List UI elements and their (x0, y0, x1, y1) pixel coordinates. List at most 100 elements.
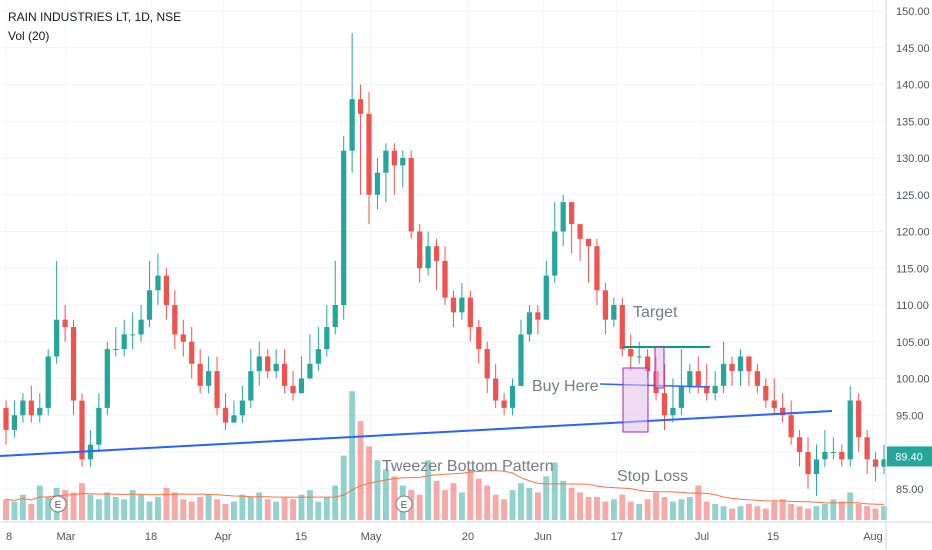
volume-bar (171, 492, 178, 520)
volume-bar (475, 478, 482, 520)
candle (214, 356, 220, 416)
candle-body (459, 297, 465, 313)
candle (552, 202, 558, 283)
candle (172, 290, 178, 350)
candle-body (695, 371, 701, 386)
candle-body (62, 319, 68, 328)
volume-bar (146, 501, 153, 520)
volume-bar (180, 499, 187, 520)
candle-body (704, 385, 710, 394)
volume-ma-line (5, 470, 885, 505)
candle-body (332, 305, 338, 328)
volume-bar (281, 497, 288, 520)
candle-body (37, 407, 43, 416)
candle-body (780, 407, 786, 416)
volume-bar (222, 503, 229, 520)
time-tick-label: 18 (145, 531, 157, 543)
candle (754, 363, 760, 394)
stop-loss-label: Stop Loss (617, 468, 688, 485)
candle-body (146, 290, 153, 320)
candle-body (138, 319, 144, 335)
candle (830, 437, 836, 460)
price-tick-label: 110.00 (896, 300, 929, 312)
time-tick-label: 15 (767, 531, 779, 543)
last-price-label: 89.40 (895, 451, 923, 463)
volume-bar (686, 497, 693, 520)
candle (96, 393, 102, 452)
candle (104, 341, 110, 416)
candle-body (357, 99, 364, 114)
candle-body (839, 452, 845, 460)
candle-body (163, 275, 170, 305)
volume-bar (771, 501, 778, 520)
volume-bar (585, 497, 592, 520)
earnings-marker-circle (49, 495, 67, 513)
volume-bar (594, 497, 600, 520)
candle (585, 238, 592, 283)
candle-body (484, 349, 490, 379)
candle (628, 334, 634, 372)
candle (442, 246, 448, 305)
volume-bar (323, 497, 330, 520)
candle-body (374, 172, 381, 195)
candle (780, 393, 786, 423)
volume-bar (442, 490, 448, 520)
candle-body (467, 297, 473, 328)
volume-bar (315, 501, 322, 520)
candle-body (687, 371, 693, 386)
volume-bar (70, 492, 77, 520)
time-tick-label: 8 (6, 531, 12, 543)
volume-bar (813, 506, 820, 520)
candle (189, 327, 195, 379)
candle-body (172, 305, 178, 335)
drawings[interactable]: Target Buy Here Tweezer Bottom Pattern Stop… (0, 304, 833, 513)
volume-bar (458, 492, 465, 520)
volume-bar (788, 503, 795, 520)
candle (501, 393, 507, 416)
candle-body (830, 452, 836, 453)
volume-bar (205, 494, 212, 520)
time-tick-label: Aug (863, 531, 883, 543)
candle-body (265, 356, 271, 372)
volume-bar (745, 503, 752, 520)
candle (163, 268, 170, 320)
candle (805, 437, 811, 489)
candle-body (476, 327, 482, 350)
volume-bar (492, 494, 499, 520)
volume-bar (568, 487, 575, 520)
candle (881, 444, 887, 475)
candle (695, 356, 701, 394)
price-tick-label: 115.00 (896, 263, 929, 275)
candle (543, 260, 549, 320)
candle-body (763, 385, 769, 401)
volume-bar (619, 494, 626, 520)
candle-body (569, 202, 575, 225)
candle-body (239, 400, 246, 416)
volume-bar (627, 501, 634, 520)
candle (577, 224, 583, 261)
candle (796, 429, 803, 467)
volume-bar (872, 508, 879, 520)
volume-bar (391, 476, 398, 520)
candle-body (552, 231, 558, 276)
candle-body (729, 363, 735, 372)
candle (509, 378, 516, 416)
candle-body (28, 400, 34, 416)
candle-body (349, 99, 355, 151)
price-tick-label: 150.00 (896, 6, 930, 18)
candle (425, 231, 431, 276)
price-tick-label: 85.00 (896, 484, 924, 496)
volume-bar (602, 501, 609, 520)
candle-body (628, 349, 634, 357)
candle (602, 282, 609, 335)
candle (138, 305, 144, 342)
candle (341, 135, 347, 320)
candle (813, 444, 820, 497)
volume-bar (425, 460, 432, 520)
candle (62, 305, 68, 342)
candle (737, 349, 744, 386)
candle-body (754, 371, 760, 386)
